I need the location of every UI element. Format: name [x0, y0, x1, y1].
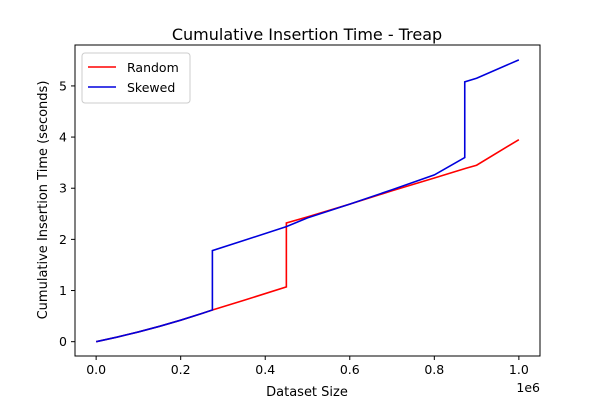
- y-tick-label: 2: [59, 232, 67, 247]
- x-tick-label: 0.2: [171, 362, 191, 377]
- y-tick-label: 4: [59, 130, 67, 145]
- x-axis-label: Dataset Size: [266, 385, 348, 400]
- series-layer: [95, 59, 520, 343]
- y-axis-label: Cumulative Insertion Time (seconds): [36, 81, 51, 320]
- x-tick-label: 0.8: [424, 362, 444, 377]
- x-tick-label: 0.6: [340, 362, 360, 377]
- x-axis-ticks: 0.0 0.2 0.4 0.6 0.8 1.0: [86, 356, 529, 377]
- y-axis-ticks: 0 1 2 3 4 5: [59, 78, 75, 349]
- chart-title: Cumulative Insertion Time - Treap: [172, 25, 442, 44]
- x-tick-label: 1.0: [509, 362, 529, 377]
- x-tick-label: 0.0: [86, 362, 106, 377]
- y-tick-label: 3: [59, 181, 67, 196]
- y-tick-label: 1: [59, 283, 67, 298]
- plot-frame: [74, 44, 541, 357]
- legend: Random Skewed: [81, 52, 191, 104]
- y-tick-label: 0: [59, 334, 67, 349]
- x-axis-offset-text: 1e6: [516, 380, 540, 395]
- legend-label-skewed: Skewed: [127, 80, 175, 95]
- legend-label-random: Random: [127, 60, 179, 75]
- x-tick-label: 0.4: [255, 362, 275, 377]
- legend-box: [81, 52, 191, 104]
- y-tick-label: 5: [59, 78, 67, 93]
- series-line-skewed: [95, 59, 520, 343]
